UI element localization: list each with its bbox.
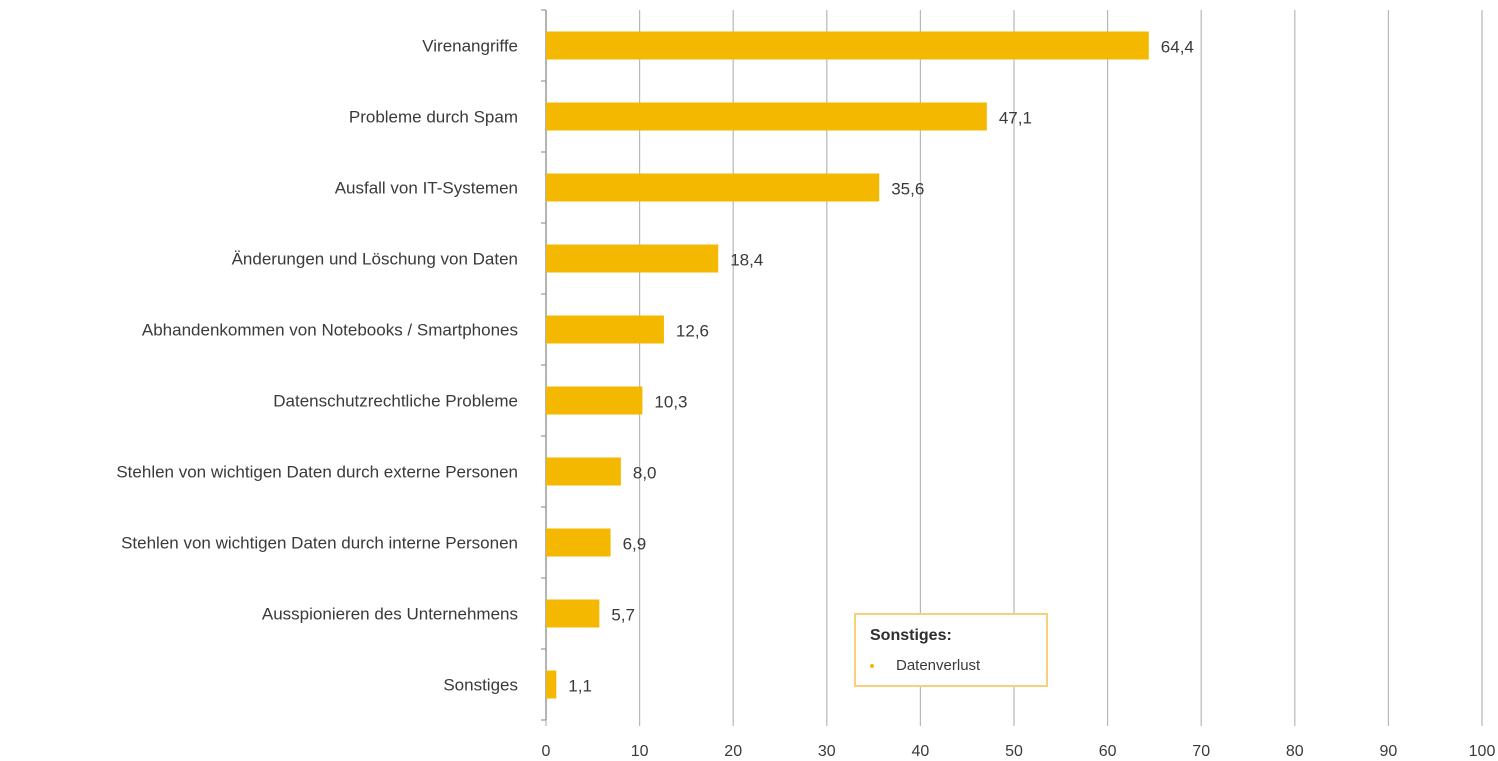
- x-tick-label: 0: [542, 743, 551, 760]
- value-labels: 64,4 47,1 35,6 18,4 12,6 10,3 8,0 6,9 5,7 1,1: [568, 38, 1194, 696]
- bar: [546, 528, 611, 557]
- bar: [546, 670, 557, 699]
- value-label: 64,4: [1161, 38, 1194, 57]
- legend-marker-icon: [870, 663, 874, 668]
- bar: [546, 599, 600, 628]
- bar: [546, 386, 643, 415]
- value-label: 5,7: [611, 606, 635, 625]
- bar: [546, 102, 987, 131]
- category-label: Ausspionieren des Unternehmens: [262, 605, 518, 624]
- value-label: 47,1: [999, 109, 1032, 128]
- bar: [546, 244, 719, 273]
- legend-title: Sonstiges:: [870, 627, 952, 644]
- x-axis-ticks: 0 10 20 30 40 50 60 70 80 90 100: [542, 743, 1496, 760]
- value-label: 12,6: [676, 322, 709, 341]
- x-tick-label: 70: [1192, 743, 1210, 760]
- category-labels: Virenangriffe Probleme durch Spam Ausfall …: [116, 37, 518, 695]
- category-label: Sonstiges: [443, 676, 518, 695]
- category-label: Probleme durch Spam: [349, 108, 518, 127]
- category-label: Virenangriffe: [422, 37, 518, 56]
- x-tick-label: 40: [912, 743, 930, 760]
- bar: [546, 31, 1149, 60]
- x-tick-label: 90: [1380, 743, 1398, 760]
- x-tick-label: 50: [1005, 743, 1023, 760]
- x-tick-label: 60: [1099, 743, 1117, 760]
- value-label: 6,9: [623, 535, 647, 554]
- bar: [546, 173, 880, 202]
- legend: Sonstiges: Datenverlust: [854, 613, 1048, 687]
- legend-item-label: Datenverlust: [896, 657, 981, 674]
- value-label: 10,3: [654, 393, 687, 412]
- x-tick-label: 80: [1286, 743, 1304, 760]
- value-label: 18,4: [730, 251, 763, 270]
- category-label: Ausfall von IT-Systemen: [335, 179, 518, 198]
- x-tick-label: 100: [1469, 743, 1496, 760]
- x-tick-label: 20: [724, 743, 742, 760]
- bars: [546, 31, 1149, 699]
- bar: [546, 315, 664, 344]
- value-label: 8,0: [633, 464, 657, 483]
- category-label: Abhandenkommen von Notebooks / Smartphon…: [142, 321, 518, 340]
- bar: [546, 457, 621, 486]
- category-label: Änderungen und Löschung von Daten: [232, 250, 518, 269]
- category-label: Datenschutzrechtliche Probleme: [273, 392, 518, 411]
- category-label: Stehlen von wichtigen Daten durch extern…: [116, 463, 518, 482]
- value-label: 35,6: [891, 180, 924, 199]
- value-label: 1,1: [568, 677, 592, 696]
- x-tick-label: 30: [818, 743, 836, 760]
- x-tick-label: 10: [631, 743, 649, 760]
- legend-item: Datenverlust: [870, 657, 980, 674]
- category-label: Stehlen von wichtigen Daten durch intern…: [121, 534, 518, 553]
